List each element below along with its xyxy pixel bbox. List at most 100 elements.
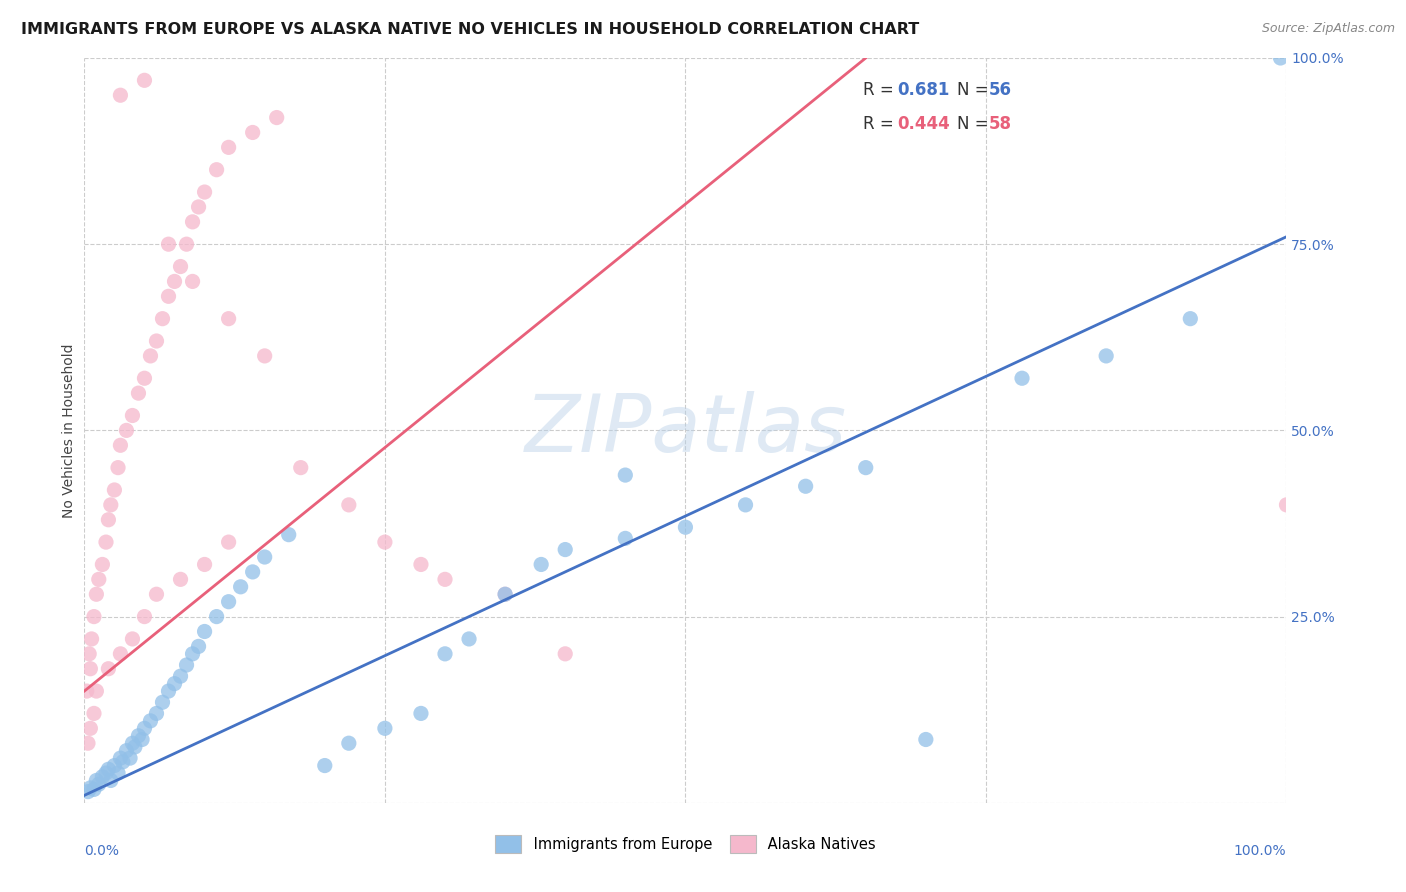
- Point: [1095, 349, 1118, 363]
- Point: [110, 438, 132, 452]
- Point: [127, 386, 149, 401]
- Point: [127, 729, 149, 743]
- Point: [494, 587, 516, 601]
- Point: [80, 632, 103, 646]
- Point: [76, 684, 98, 698]
- Point: [134, 721, 156, 735]
- Point: [290, 460, 312, 475]
- Point: [374, 535, 396, 549]
- Point: [91, 770, 114, 784]
- Point: [83, 782, 105, 797]
- Point: [86, 684, 108, 698]
- Text: N =: N =: [957, 81, 994, 99]
- Text: 0.0%: 0.0%: [84, 844, 120, 858]
- Point: [77, 647, 100, 661]
- Point: [79, 780, 101, 795]
- Point: [94, 766, 117, 780]
- Point: [409, 706, 432, 721]
- Point: [169, 669, 191, 683]
- Point: [554, 542, 576, 557]
- Point: [242, 125, 264, 139]
- Text: 100.0%: 100.0%: [1234, 844, 1286, 858]
- Text: N =: N =: [957, 115, 994, 133]
- Point: [107, 766, 129, 780]
- Point: [134, 73, 156, 87]
- Point: [115, 744, 138, 758]
- Point: [337, 736, 360, 750]
- Point: [194, 185, 217, 199]
- Point: [97, 662, 120, 676]
- Point: [131, 732, 153, 747]
- Point: [100, 773, 122, 788]
- Point: [124, 739, 146, 754]
- Point: [734, 498, 756, 512]
- Point: [169, 573, 191, 587]
- Text: IMMIGRANTS FROM EUROPE VS ALASKA NATIVE NO VEHICLES IN HOUSEHOLD CORRELATION CHA: IMMIGRANTS FROM EUROPE VS ALASKA NATIVE …: [21, 22, 920, 37]
- Point: [1180, 311, 1202, 326]
- Point: [187, 200, 209, 214]
- Point: [134, 609, 156, 624]
- Point: [94, 535, 117, 549]
- Point: [266, 111, 288, 125]
- Point: [145, 334, 167, 348]
- Point: [1270, 51, 1292, 65]
- Point: [181, 215, 204, 229]
- Point: [103, 483, 125, 497]
- Point: [87, 777, 110, 791]
- Point: [83, 609, 105, 624]
- Point: [530, 558, 553, 572]
- Point: [111, 755, 134, 769]
- Point: [794, 479, 817, 493]
- Point: [314, 758, 336, 772]
- Point: [139, 714, 162, 728]
- Point: [110, 88, 132, 103]
- Point: [409, 558, 432, 572]
- Point: [187, 640, 209, 654]
- Point: [97, 762, 120, 776]
- Point: [77, 736, 100, 750]
- Point: [205, 162, 228, 177]
- Text: R =: R =: [863, 81, 900, 99]
- Point: [100, 498, 122, 512]
- Point: [145, 706, 167, 721]
- Point: [434, 647, 457, 661]
- Point: [181, 274, 204, 288]
- Point: [139, 349, 162, 363]
- Point: [176, 658, 198, 673]
- Point: [176, 237, 198, 252]
- Point: [83, 706, 105, 721]
- Point: [337, 498, 360, 512]
- Point: [915, 732, 938, 747]
- Point: [91, 558, 114, 572]
- Point: [86, 587, 108, 601]
- Point: [79, 721, 101, 735]
- Point: [218, 535, 240, 549]
- Point: [205, 609, 228, 624]
- Text: 0.444: 0.444: [897, 115, 949, 133]
- Point: [434, 573, 457, 587]
- Point: [614, 532, 637, 546]
- Point: [554, 647, 576, 661]
- Point: [242, 565, 264, 579]
- Point: [87, 573, 110, 587]
- Point: [374, 721, 396, 735]
- Point: [614, 468, 637, 483]
- Point: [855, 460, 877, 475]
- Point: [107, 460, 129, 475]
- Point: [194, 624, 217, 639]
- Point: [1275, 498, 1298, 512]
- Text: 0.681: 0.681: [897, 81, 949, 99]
- Y-axis label: No Vehicles in Household: No Vehicles in Household: [62, 343, 76, 517]
- Point: [169, 260, 191, 274]
- Point: [121, 736, 143, 750]
- Point: [152, 311, 174, 326]
- Point: [494, 587, 516, 601]
- Point: [675, 520, 697, 534]
- Point: [458, 632, 481, 646]
- Text: 56: 56: [988, 81, 1011, 99]
- Point: [110, 751, 132, 765]
- Point: [277, 527, 299, 541]
- Point: [115, 423, 138, 437]
- Point: [110, 647, 132, 661]
- Point: [218, 595, 240, 609]
